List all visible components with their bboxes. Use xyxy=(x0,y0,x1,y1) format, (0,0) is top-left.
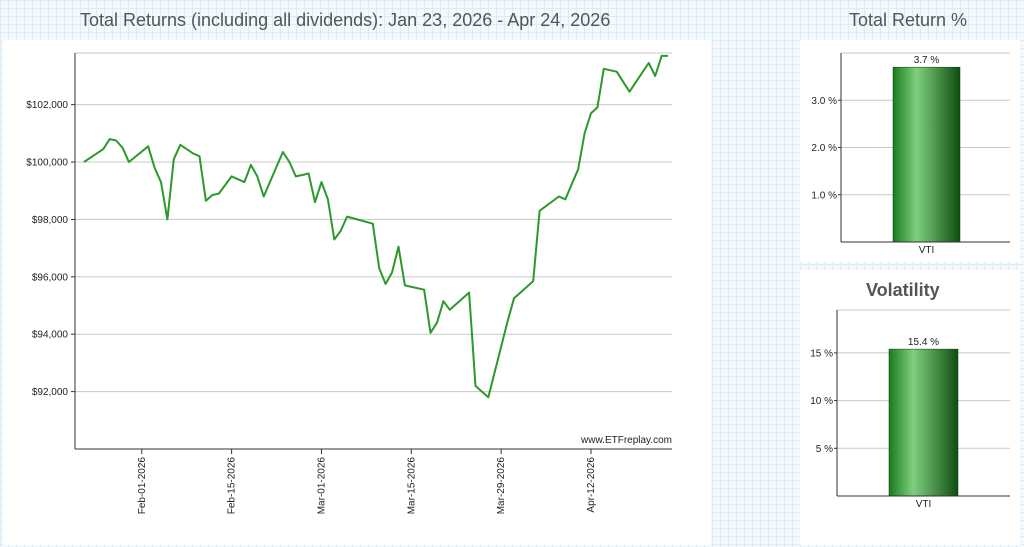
y-tick-label: 5 % xyxy=(816,444,833,455)
y-tick-label: $100,000 xyxy=(26,158,68,169)
total-return-title: Total Return % xyxy=(849,10,968,30)
total-return-bar-chart: 1.0 % 2.0 % 3.0 % 3.7 % VTI xyxy=(811,52,1010,256)
y-tick-label: 2.0 % xyxy=(811,143,837,154)
volatility-title: Volatility xyxy=(866,280,940,300)
main-chart-title: Total Returns (including all dividends):… xyxy=(80,10,611,30)
y-tick-label: 3.0 % xyxy=(811,96,837,107)
y-tick-label: $102,000 xyxy=(26,100,68,111)
bar-value-label: 3.7 % xyxy=(914,55,940,66)
x-tick-label: Apr-12-2026 xyxy=(586,457,597,513)
x-tick-label: Feb-01-2026 xyxy=(137,457,148,515)
y-tick-label: 10 % xyxy=(810,396,833,407)
y-tick-label: $92,000 xyxy=(32,387,69,398)
y-tick-label: 15 % xyxy=(810,348,833,359)
bar-vti xyxy=(888,348,959,497)
bar-value-label: 15.4 % xyxy=(908,337,939,348)
x-tick-label: Mar-29-2026 xyxy=(496,457,507,515)
watermark-text: www.ETFreplay.com xyxy=(580,435,672,446)
x-category-label: VTI xyxy=(916,499,932,510)
bar-vti xyxy=(892,66,961,243)
y-tick-label: $94,000 xyxy=(32,330,69,341)
y-tick-label: $96,000 xyxy=(32,272,69,283)
x-tick-label: Mar-01-2026 xyxy=(316,457,327,515)
line-chart: $92,000 $94,000 $96,000 $98,000 $100,000 $102… xyxy=(26,52,672,515)
x-category-label: VTI xyxy=(919,245,935,256)
main-chart-panel xyxy=(3,40,711,545)
x-tick-label: Mar-15-2026 xyxy=(406,457,417,515)
y-tick-label: 1.0 % xyxy=(811,190,837,201)
volatility-bar-chart: 5 % 10 % 15 % 15.4 % VTI xyxy=(810,309,1010,510)
x-tick-label: Feb-15-2026 xyxy=(227,457,238,515)
y-tick-label: $98,000 xyxy=(32,215,69,226)
series-line-vti xyxy=(83,54,668,399)
